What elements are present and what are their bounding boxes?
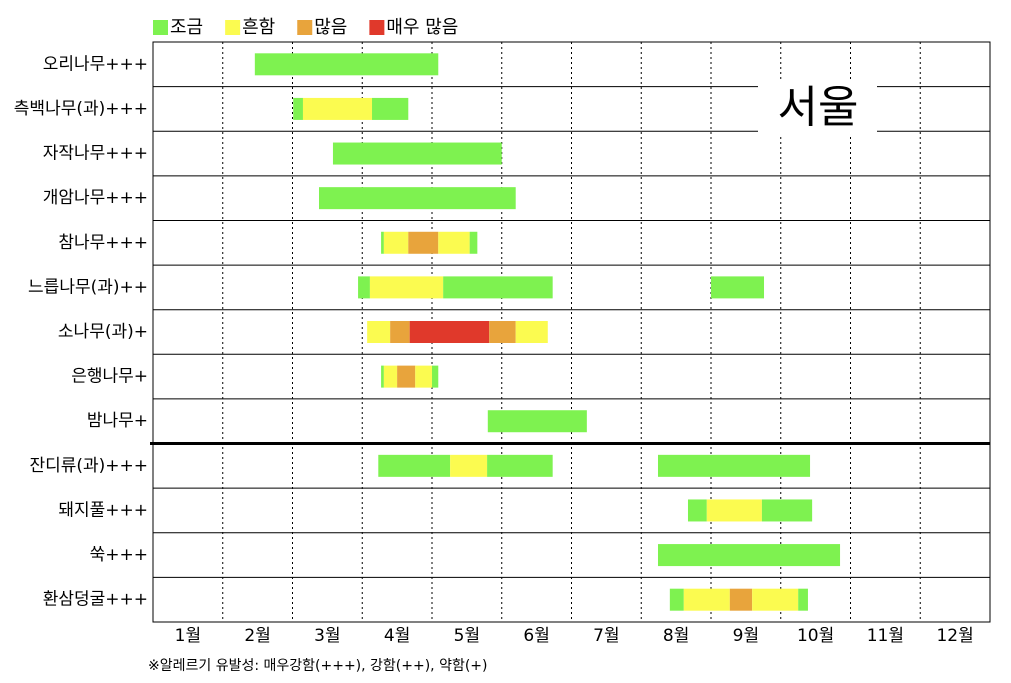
row-label: 소나무(과)+ [58, 322, 148, 342]
range-bar [369, 276, 444, 299]
range-bar [706, 499, 762, 522]
x-tick-label: 10월 [797, 626, 834, 646]
x-tick-label: 1월 [175, 626, 201, 646]
range-bar [761, 499, 813, 522]
range-bar [332, 142, 502, 165]
legend-label: 흔함 [242, 17, 275, 38]
x-tick-label: 7월 [593, 626, 619, 646]
range-bar [383, 231, 409, 254]
row-label: 은행나무+ [71, 367, 148, 387]
range-bar [687, 499, 707, 522]
annotation-bg [758, 80, 877, 136]
plot-frame [152, 41, 991, 623]
range-bar [367, 321, 391, 343]
legend-swatch [369, 20, 385, 35]
range-bar [752, 588, 799, 611]
range-bar [798, 588, 808, 611]
row-label: 돼지풀+++ [58, 500, 148, 520]
range-bar [711, 276, 765, 299]
x-tick-label: 11월 [867, 626, 904, 646]
range-bar [408, 231, 439, 254]
range-bar [450, 454, 488, 477]
legend-label: 매우 많음 [386, 17, 458, 38]
range-bar [415, 365, 432, 388]
range-bar [657, 544, 841, 567]
legend-label: 조금 [170, 17, 203, 38]
row-label: 밤나무+ [87, 411, 148, 431]
range-bar [489, 321, 516, 343]
x-tick-label: 12월 [936, 626, 973, 646]
x-tick-label: 3월 [314, 626, 340, 646]
range-bar [378, 454, 451, 477]
row-label: 개암나무+++ [43, 188, 148, 208]
range-bar [319, 187, 516, 210]
range-bar [657, 454, 811, 477]
range-bar [302, 97, 373, 120]
range-bar [383, 365, 398, 388]
row-label: 참나무+++ [58, 233, 148, 253]
range-bar [390, 321, 410, 343]
x-tick-label: 4월 [384, 626, 410, 646]
range-bar [669, 588, 684, 611]
x-tick-label: 8월 [663, 626, 689, 646]
range-bar [381, 231, 384, 254]
range-bar [381, 365, 384, 388]
row-label: 환삼덩굴+++ [43, 590, 148, 610]
range-bar [729, 588, 753, 611]
legend-swatch [153, 20, 168, 35]
range-bar [487, 410, 587, 433]
range-bar [372, 97, 409, 120]
row-label: 자작나무+++ [43, 144, 148, 164]
range-bar [469, 231, 478, 254]
row-label: 측백나무(과)+++ [14, 99, 148, 119]
range-bar [397, 365, 416, 388]
range-bar [683, 588, 730, 611]
range-bar [293, 97, 303, 120]
annotation: 서울 [778, 82, 859, 133]
legend-swatch [297, 20, 313, 35]
row-label: 잔디류(과)+++ [29, 456, 148, 476]
legend-swatch [225, 20, 241, 35]
range-bar [432, 365, 439, 388]
x-tick-label: 5월 [454, 626, 480, 646]
range-bar [358, 276, 370, 299]
row-label: 오리나무+++ [43, 54, 148, 74]
range-bar [515, 321, 548, 343]
row-label: 쑥+++ [90, 545, 148, 565]
range-bar [409, 321, 490, 343]
range-bar [438, 231, 470, 254]
range-bar [443, 276, 553, 299]
legend-label: 많음 [314, 17, 347, 38]
x-tick-label: 9월 [733, 626, 759, 646]
x-tick-label: 2월 [244, 626, 270, 646]
range-bar [254, 53, 439, 76]
footnote: ※알레르기 유발성: 매우강함(+++), 강함(++), 약함(+) [148, 658, 488, 674]
x-tick-label: 6월 [523, 626, 549, 646]
range-bar [487, 454, 553, 477]
row-label: 느릅나무(과)++ [28, 277, 148, 297]
